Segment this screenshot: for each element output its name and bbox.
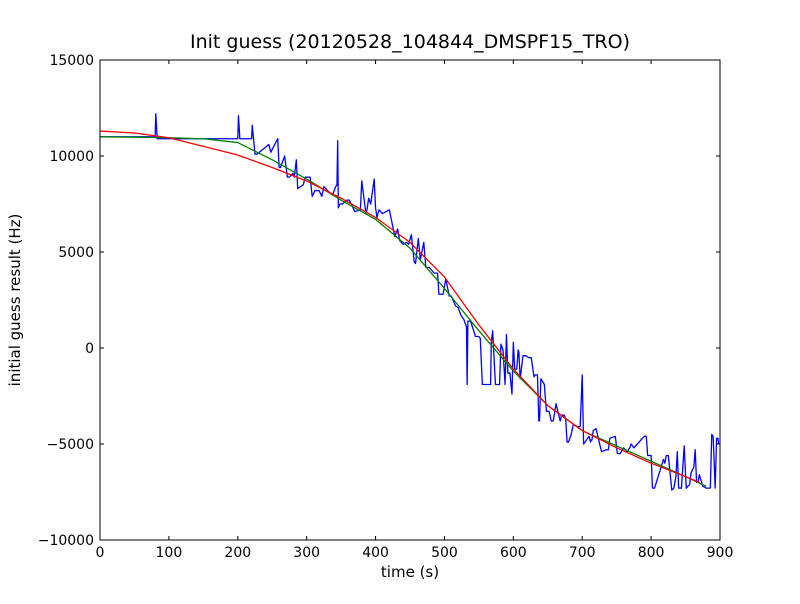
- y-tick-label: −10000: [38, 533, 94, 549]
- plot-area: [100, 60, 720, 540]
- x-tick-label: 700: [569, 545, 596, 561]
- x-tick-label: 100: [156, 545, 183, 561]
- y-tick-label: 5000: [58, 245, 94, 261]
- y-tick-label: 0: [85, 341, 94, 357]
- y-axis-label: initial guess result (Hz): [6, 214, 24, 387]
- chart-title: Init guess (20120528_104844_DMSPF15_TRO): [190, 31, 630, 53]
- x-tick-label: 300: [293, 545, 320, 561]
- x-tick-label: 900: [707, 545, 734, 561]
- x-axis-label: time (s): [381, 563, 439, 581]
- plot-frame: [99, 59, 721, 541]
- x-tick-label: 600: [500, 545, 527, 561]
- x-tick-label: 0: [96, 545, 105, 561]
- series-line-2: [99, 136, 707, 487]
- x-tick-label: 200: [224, 545, 251, 561]
- x-tick-label: 500: [431, 545, 458, 561]
- y-tick-label: 10000: [49, 149, 94, 165]
- y-tick-label: −5000: [47, 437, 94, 453]
- tick-layer: 0 100 200 300 400 500 600 700 800 900 −10000 −5000 0…: [38, 53, 734, 561]
- series-line-3: [99, 130, 700, 483]
- x-tick-label: 800: [638, 545, 665, 561]
- y-tick-label: 15000: [49, 53, 94, 69]
- x-tick-label: 400: [362, 545, 389, 561]
- series-layer: [99, 113, 720, 491]
